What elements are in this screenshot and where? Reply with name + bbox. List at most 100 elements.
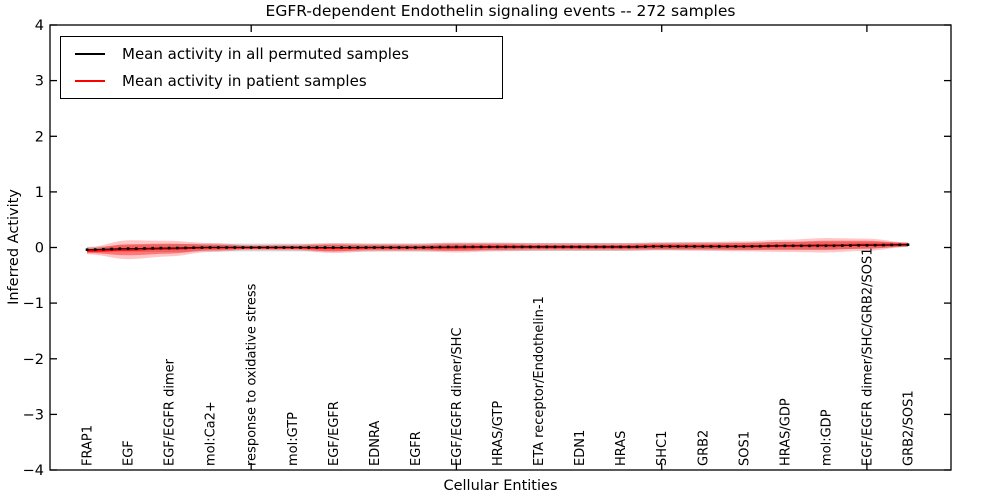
data-marker: [742, 245, 746, 248]
data-marker: [323, 246, 327, 249]
data-marker: [734, 245, 737, 248]
data-marker: [356, 246, 360, 249]
category-label: EGFR: [409, 431, 424, 466]
category-label: EGF/EGFR dimer: [163, 358, 178, 466]
data-marker: [520, 245, 524, 249]
data-marker: [857, 244, 860, 247]
data-marker: [258, 246, 261, 249]
axes-frame: [49, 24, 952, 471]
legend-entry-permuted: Mean activity in all permuted samples: [75, 45, 502, 63]
data-marker: [898, 243, 902, 247]
category-label: mol:GDP: [819, 409, 834, 466]
data-marker: [208, 246, 212, 249]
data-marker: [890, 243, 893, 247]
data-marker: [85, 248, 89, 251]
data-marker: [241, 246, 245, 249]
y-tick-label: 4: [35, 18, 44, 34]
data-marker: [627, 245, 631, 249]
data-marker: [586, 245, 590, 249]
category-label: ETA receptor/Endothelin-1: [532, 296, 547, 466]
data-marker: [758, 244, 762, 248]
data-marker: [233, 246, 237, 249]
category-label: mol:Ca2+: [204, 401, 219, 466]
data-marker: [93, 248, 97, 251]
data-marker: [652, 245, 655, 248]
data-marker: [200, 246, 204, 249]
y-tick-label: −3: [23, 407, 44, 423]
legend-entry-patient: Mean activity in patient samples: [75, 72, 502, 90]
data-marker: [882, 243, 885, 247]
data-marker: [135, 247, 138, 250]
data-marker: [504, 245, 507, 249]
data-markers: [85, 243, 910, 251]
y-tick-label: 0: [35, 241, 44, 257]
category-label: EGF/EGFR dimer/SHC: [450, 328, 465, 466]
data-marker: [602, 245, 606, 249]
category-label: HRAS: [614, 431, 629, 466]
data-marker: [110, 247, 113, 251]
data-marker: [832, 244, 836, 248]
data-marker: [709, 245, 713, 248]
data-marker: [873, 243, 877, 247]
category-label: EGF/EGFR: [327, 401, 342, 466]
data-marker: [151, 246, 154, 250]
category-label: SHC1: [655, 431, 670, 466]
legend-label-permuted: Mean activity in all permuted samples: [122, 45, 409, 64]
data-marker: [676, 245, 680, 248]
data-marker: [282, 246, 286, 249]
data-marker: [463, 245, 466, 249]
data-marker: [808, 244, 811, 248]
category-label: EGF: [122, 440, 137, 466]
category-label: EDNRA: [368, 421, 383, 466]
category-label: FRAP1: [81, 425, 96, 466]
data-marker: [414, 246, 417, 249]
data-marker: [717, 245, 721, 248]
data-marker: [364, 246, 368, 249]
data-marker: [841, 244, 844, 247]
data-marker: [775, 244, 778, 248]
data-marker: [545, 245, 549, 249]
category-label: GRB2: [696, 430, 711, 466]
data-marker: [446, 245, 450, 249]
data-marker: [225, 246, 228, 249]
data-marker: [307, 246, 310, 249]
y-tick-label: −4: [23, 463, 44, 479]
data-marker: [783, 244, 787, 248]
data-marker: [660, 245, 663, 248]
data-marker: [512, 245, 516, 249]
data-marker: [290, 246, 294, 249]
legend: Mean activity in all permuted samples Me…: [60, 36, 503, 99]
data-marker: [537, 245, 540, 249]
data-marker: [274, 246, 278, 249]
legend-line-permuted-icon: [75, 53, 105, 56]
data-marker: [455, 245, 458, 249]
data-marker: [611, 245, 614, 249]
data-marker: [167, 246, 171, 250]
legend-line-patient-icon: [75, 79, 105, 82]
confidence-band-patient-samples-spread-outer: [87, 238, 908, 260]
data-marker: [644, 245, 647, 248]
category-label: SOS1: [737, 431, 752, 466]
data-marker: [685, 245, 688, 248]
data-marker: [438, 245, 442, 249]
y-tick-label: 1: [35, 185, 44, 201]
data-marker: [553, 245, 557, 249]
data-marker: [906, 243, 910, 246]
data-marker: [471, 245, 475, 249]
data-marker: [176, 246, 179, 250]
data-marker: [488, 245, 491, 249]
data-marker: [865, 244, 869, 247]
category-label: GRB2/SOS1: [902, 390, 917, 466]
data-marker: [249, 246, 253, 249]
data-marker: [561, 245, 565, 249]
data-marker: [143, 247, 146, 250]
category-label: EDN1: [573, 430, 588, 466]
data-marker: [594, 245, 598, 249]
data-marker: [348, 246, 351, 249]
data-marker: [159, 246, 163, 250]
data-marker: [668, 245, 672, 248]
x-axis-label: Cellular Entities: [443, 478, 558, 494]
y-tick-label: 3: [35, 74, 44, 90]
data-marker: [701, 245, 705, 248]
